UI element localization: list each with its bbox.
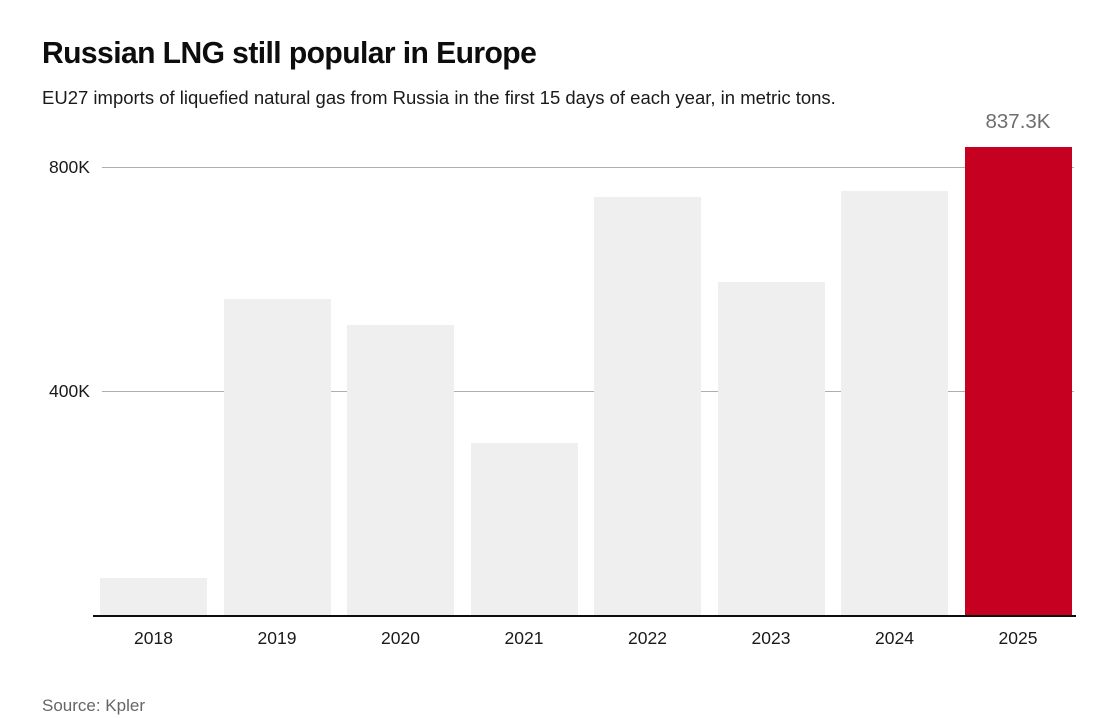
bar-2021 <box>470 443 578 617</box>
bar-2019 <box>223 298 331 617</box>
bar-chart-plot-area: 400K 800K 2018 2019 2020 2021 2022 2023 2024 2025… <box>49 110 1076 648</box>
x-axis-tick-label-2018: 2018 <box>134 628 173 648</box>
gridline-800k <box>102 166 1074 168</box>
chart-title: Russian LNG still popular in Europe <box>42 34 537 70</box>
source-note: Source: Kpler <box>42 696 145 715</box>
x-axis-tick-label-2022: 2022 <box>628 628 667 648</box>
x-axis-tick-label-2024: 2024 <box>875 628 914 648</box>
x-axis-tick-label-2019: 2019 <box>257 628 297 648</box>
chart-subtitle: EU27 imports of liquefied natural gas fr… <box>42 86 836 108</box>
x-axis-tick-label-2020: 2020 <box>381 628 420 648</box>
y-axis-tick-label-800k: 800K <box>49 157 90 178</box>
bar-2023 <box>717 281 825 617</box>
y-axis-tick-label-400k: 400K <box>49 381 90 402</box>
gridline-400k <box>102 391 1074 393</box>
bar-2018 <box>100 578 207 617</box>
x-axis-tick-label-2023: 2023 <box>751 628 791 648</box>
bar-2024 <box>841 190 948 617</box>
x-axis-tick-label-2021: 2021 <box>504 628 544 648</box>
bar-2020 <box>347 325 454 617</box>
bar-2025 <box>964 147 1072 617</box>
value-label-2025: 837.3K <box>985 110 1051 133</box>
x-axis-tick-label-2025: 2025 <box>998 628 1038 648</box>
bar-2022 <box>594 197 701 617</box>
x-axis-line <box>93 615 1076 617</box>
